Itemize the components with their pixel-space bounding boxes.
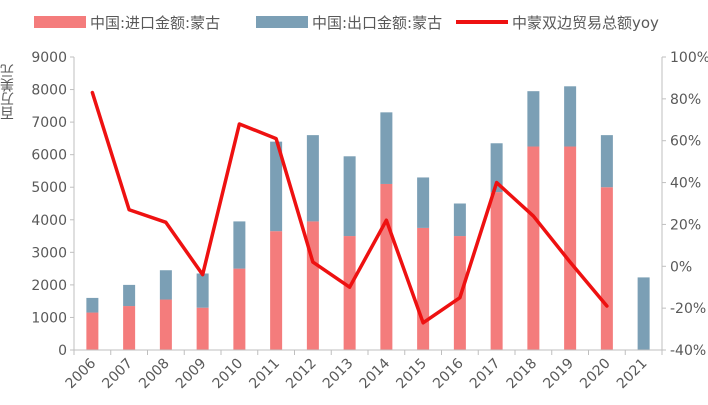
bar-import xyxy=(270,231,283,350)
x-axis-tick-label: 2013 xyxy=(320,356,357,393)
left-axis-tick-label: 0 xyxy=(58,343,67,359)
left-axis-tick-label: 2000 xyxy=(31,278,67,294)
bar-import xyxy=(564,146,577,350)
bar-import xyxy=(196,307,209,350)
bar-export xyxy=(564,86,577,147)
bar-export xyxy=(270,141,283,232)
right-axis-tick-label: -20% xyxy=(670,301,706,317)
bar-export xyxy=(600,135,613,188)
bar-import xyxy=(86,312,99,350)
yoy-line xyxy=(90,90,609,325)
left-axis-tick-label: 1000 xyxy=(31,310,67,326)
bar-import xyxy=(380,183,393,350)
bar-export xyxy=(233,221,246,269)
x-axis-tick-label: 2006 xyxy=(63,355,100,392)
x-axis-tick-label: 2016 xyxy=(430,355,467,392)
bar-import xyxy=(233,268,246,350)
right-axis-tick-label: -40% xyxy=(670,343,706,359)
bar-export xyxy=(527,91,540,147)
x-axis-tick-label: 2015 xyxy=(393,356,430,393)
legend-item-import: 中国:进口金额:蒙古 xyxy=(34,10,220,34)
legend-swatch-export xyxy=(256,16,308,28)
x-axis-tick-label: 2018 xyxy=(504,356,541,393)
x-axis-tick-label: 2017 xyxy=(467,356,504,393)
bar-export xyxy=(453,203,466,237)
legend: 中国:进口金额:蒙古 中国:出口金额:蒙古 中蒙双边贸易总额yoy xyxy=(0,10,708,34)
bar-export xyxy=(417,177,430,228)
bar-export xyxy=(343,156,356,237)
x-axis-tick-label: 2021 xyxy=(614,356,651,393)
left-axis-tick-label: 4000 xyxy=(31,213,67,229)
left-axis-tick-label: 6000 xyxy=(31,148,67,164)
bar-export xyxy=(86,297,99,313)
bar-import xyxy=(343,236,356,350)
x-axis-tick-label: 2020 xyxy=(577,356,614,393)
bar-import xyxy=(306,221,319,350)
x-axis-tick-label: 2010 xyxy=(210,356,247,393)
bar-import xyxy=(527,146,540,350)
right-axis-tick-label: 60% xyxy=(670,134,701,150)
left-axis-tick-label: 3000 xyxy=(31,245,67,261)
left-axis-tick-label: 5000 xyxy=(31,180,67,196)
bar-export xyxy=(490,143,503,193)
left-axis-tick-label: 9000 xyxy=(31,50,67,66)
bar-import xyxy=(417,227,430,350)
bar-import xyxy=(123,306,136,350)
legend-label-export: 中国:出口金额:蒙古 xyxy=(312,13,443,32)
x-axis-tick-label: 2007 xyxy=(99,356,136,393)
legend-item-export: 中国:出口金额:蒙古 xyxy=(256,10,442,34)
legend-swatch-import xyxy=(34,16,86,28)
x-axis-tick-label: 2014 xyxy=(357,355,394,392)
bar-export xyxy=(306,135,319,222)
x-axis-tick-label: 2011 xyxy=(246,356,283,393)
right-axis-tick-label: 40% xyxy=(670,176,701,192)
bar-export xyxy=(159,270,172,300)
legend-label-import: 中国:进口金额:蒙古 xyxy=(90,13,221,32)
legend-line-yoy xyxy=(456,20,508,24)
bar-export xyxy=(637,277,650,350)
left-axis-tick-label: 7000 xyxy=(31,115,67,131)
bar-export xyxy=(196,273,209,308)
bar-export xyxy=(123,284,136,307)
bar-import xyxy=(159,299,172,350)
bar-import xyxy=(600,187,613,350)
right-axis-tick-label: 80% xyxy=(670,92,701,108)
x-axis-tick-label: 2019 xyxy=(540,356,577,393)
legend-item-yoy: 中蒙双边贸易总额yoy xyxy=(456,10,659,34)
right-axis-tick-label: 20% xyxy=(670,217,701,233)
legend-label-yoy: 中蒙双边贸易总额yoy xyxy=(512,13,659,32)
x-axis-tick-label: 2012 xyxy=(283,356,320,393)
right-axis-tick-label: 0% xyxy=(670,259,692,275)
right-axis-tick-label: 100% xyxy=(670,50,708,66)
left-axis-tick-label: 8000 xyxy=(31,83,67,99)
bar-import xyxy=(490,192,503,350)
bar-export xyxy=(380,112,393,184)
x-axis-tick-label: 2009 xyxy=(173,356,210,393)
x-axis-tick-label: 2008 xyxy=(136,356,173,393)
